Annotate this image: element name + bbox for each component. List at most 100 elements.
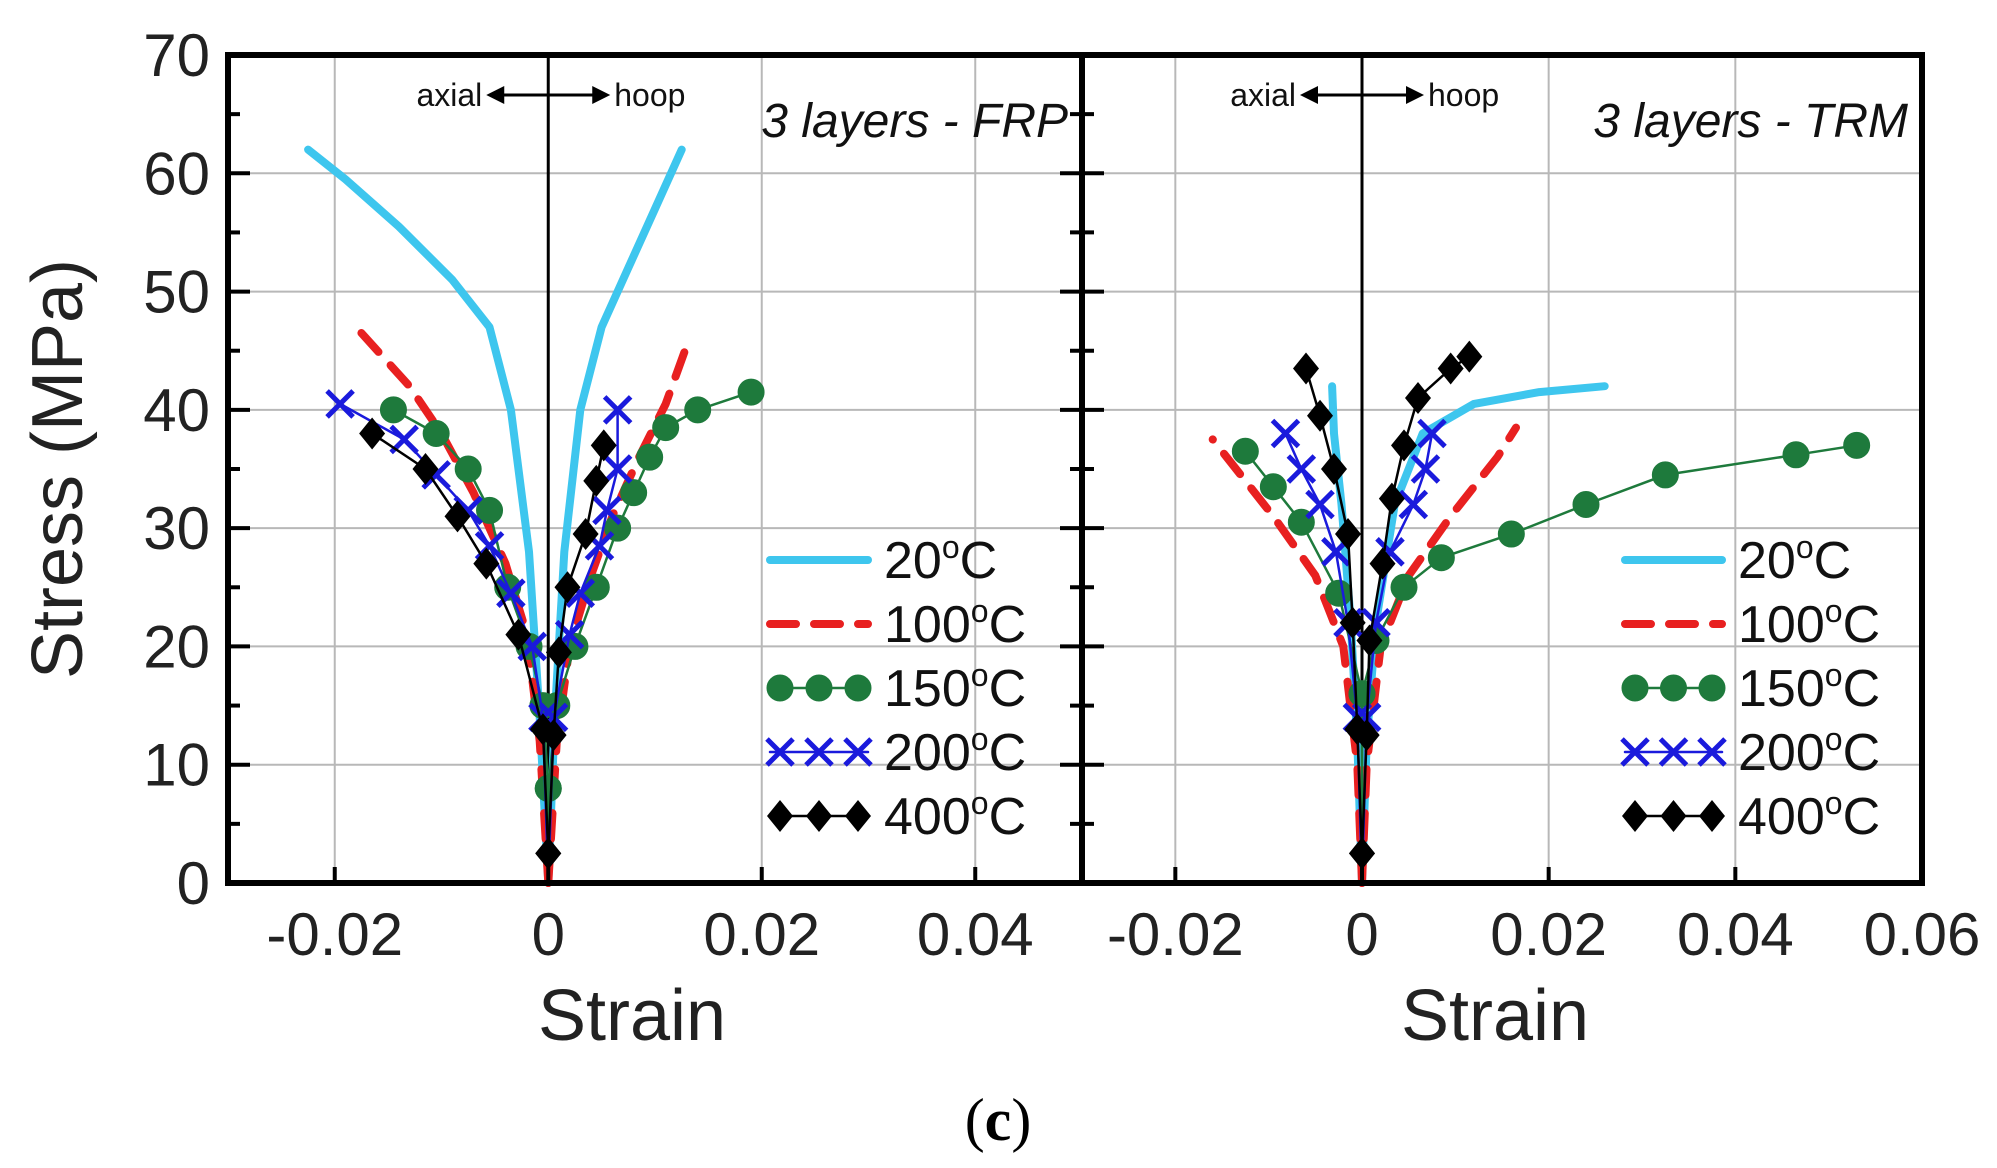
data-point-150C-hoop-8 — [652, 414, 680, 442]
x-axis-title: Strain — [1401, 976, 1589, 1056]
direction-label-hoop: hoop — [614, 77, 685, 113]
data-point-400C-axial-5 — [1321, 453, 1347, 485]
legend-marker-1 — [804, 737, 834, 767]
data-point-200C-hoop-6-stroke-b — [1417, 418, 1447, 449]
legend-label: 100oC — [884, 593, 1026, 654]
data-point-200C-hoop-5-stroke-b — [1410, 454, 1441, 484]
data-point-150C-axial-5 — [1231, 437, 1259, 465]
legend-label-value: 20 — [884, 532, 942, 590]
direction-label-axial: axial — [1230, 77, 1296, 113]
direction-arrow-right-head — [592, 86, 611, 104]
legend-marker-1 — [806, 800, 832, 832]
data-point-200C-axial-3-stroke-b — [496, 578, 526, 608]
data-point-400C-hoop-3 — [545, 636, 572, 669]
data-point-150C-axial-8 — [379, 396, 407, 424]
data-point-200C-hoop-7 — [602, 395, 633, 425]
y-tick-label-7: 70 — [143, 22, 210, 89]
data-point-400C-axial-7 — [1293, 352, 1319, 385]
legend-marker-2 — [1697, 737, 1727, 767]
legend-label-unit: C — [1843, 596, 1881, 654]
data-point-150C-hoop-3 — [1390, 573, 1418, 601]
y-tick-label-6: 60 — [143, 140, 210, 207]
legend-item-200C: 200oC — [765, 721, 1026, 782]
data-point-200C-hoop-3-stroke-b — [565, 578, 596, 608]
x-tick-label-0: -0.02 — [1107, 901, 1244, 968]
data-point-400C-hoop-1 — [535, 837, 562, 870]
data-point-200C-axial-8-stroke-b — [325, 389, 355, 419]
legend-label-unit: C — [989, 660, 1027, 718]
x-tick-label-4: 0.06 — [1864, 901, 1981, 968]
legend-label-unit: C — [989, 596, 1027, 654]
legend-label-value: 150 — [1738, 660, 1825, 718]
data-point-200C-hoop-4-stroke-b — [1398, 489, 1429, 520]
data-point-400C-hoop-5 — [1378, 482, 1405, 515]
data-point-400C-hoop-4 — [554, 571, 581, 604]
legend-label-degree: o — [971, 593, 989, 629]
legend-label-value: 150 — [884, 660, 971, 718]
legend-marker-2 — [1699, 800, 1725, 832]
direction-arrow-right-head — [1406, 86, 1424, 104]
legend-label-value: 200 — [1738, 724, 1825, 782]
legend-label-unit: C — [989, 724, 1027, 782]
data-point-200C-hoop-6-stroke-b — [602, 454, 633, 484]
legend-marker-2 — [844, 674, 872, 702]
series-line-20C-axial — [304, 145, 553, 887]
legend-marker-2 — [843, 737, 873, 767]
legend-marker-1 — [805, 674, 833, 702]
data-point-400C-hoop-7 — [590, 429, 617, 462]
legend-label: 150oC — [884, 657, 1026, 718]
data-point-150C-hoop-1 — [534, 774, 562, 802]
data-point-400C-hoop-9 — [1456, 340, 1483, 373]
panel-frp: axial hoop 3 layers - FRP -0.02 0 0.02 0.04 0 10… — [18, 22, 1085, 1056]
data-point-400C-hoop-3 — [1356, 624, 1383, 657]
legend-label-value: 20 — [1738, 532, 1796, 590]
data-point-150C-axial-7 — [422, 420, 450, 448]
data-point-200C-hoop-5-stroke-b — [592, 495, 622, 526]
direction-label-axial: axial — [416, 77, 482, 113]
legend-label-unit: C — [1843, 724, 1881, 782]
direction-arrow-left-head — [486, 86, 505, 104]
legend-label: 200oC — [884, 721, 1026, 782]
legend-label-degree: o — [1825, 593, 1843, 629]
data-point-200C-axial-3 — [496, 578, 526, 608]
legend-marker-0 — [766, 674, 794, 702]
data-point-400C-hoop-4 — [1369, 547, 1396, 580]
legend-marker-0 — [765, 737, 795, 767]
data-point-150C-axial-2 — [1325, 579, 1353, 607]
legend-marker-2-stroke-b — [843, 737, 873, 767]
legend-marker-0 — [1620, 737, 1650, 767]
x-tick-label-3: 0.04 — [917, 901, 1034, 968]
legend-label-value: 400 — [1738, 788, 1825, 846]
data-point-150C-hoop-6 — [620, 479, 648, 507]
data-point-200C-axial-6 — [1270, 418, 1301, 449]
series-400C — [359, 417, 617, 885]
x-tick-label-3: 0.04 — [1677, 901, 1794, 968]
legend-label-unit: C — [1814, 532, 1852, 590]
direction-label-hoop: hoop — [1428, 77, 1499, 113]
data-point-400C-hoop-8 — [1437, 352, 1464, 385]
legend-marker-0 — [1622, 800, 1648, 832]
legend-item-150C: 150oC — [766, 657, 1026, 718]
data-point-150C-hoop-10 — [737, 378, 765, 406]
legend-label: 20oC — [1738, 529, 1851, 590]
data-point-200C-hoop-5 — [592, 495, 622, 526]
data-point-150C-hoop-9 — [684, 396, 712, 424]
data-point-400C-axial-7 — [359, 417, 386, 450]
y-tick-label-2: 20 — [143, 613, 210, 680]
data-point-400C-axial-5 — [444, 500, 471, 533]
legend-label-unit: C — [1843, 660, 1881, 718]
legend-item-150C: 150oC — [1621, 657, 1881, 718]
data-point-200C-axial-4 — [1305, 489, 1335, 520]
legend-label: 400oC — [884, 785, 1026, 846]
data-point-150C-hoop-9 — [1843, 431, 1871, 459]
legend-label-unit: C — [1843, 788, 1881, 846]
data-point-400C-hoop-7 — [1405, 382, 1431, 415]
data-point-200C-hoop-7-stroke-b — [602, 395, 633, 425]
data-point-200C-hoop-5 — [1410, 454, 1441, 484]
legend-marker-0 — [767, 800, 793, 832]
data-point-200C-axial-6-stroke-b — [1270, 418, 1301, 449]
legend-label-degree: o — [1825, 721, 1843, 757]
legend-label-degree: o — [1825, 657, 1843, 693]
